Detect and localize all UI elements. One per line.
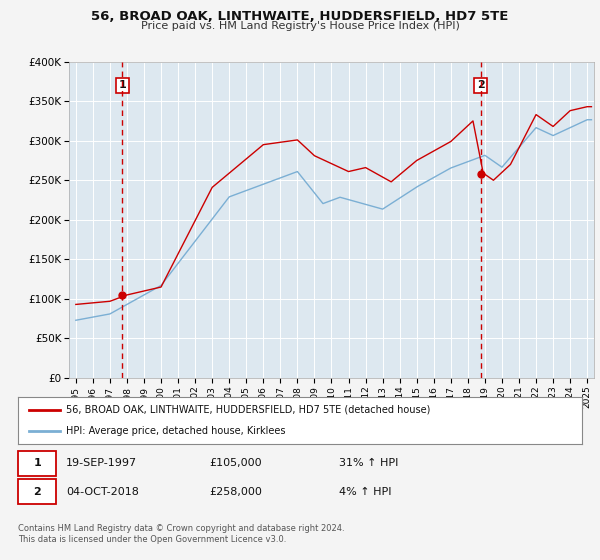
Text: HPI: Average price, detached house, Kirklees: HPI: Average price, detached house, Kirk… (66, 426, 286, 436)
FancyBboxPatch shape (18, 479, 56, 504)
FancyBboxPatch shape (18, 451, 56, 476)
Text: 2: 2 (477, 80, 485, 90)
Text: 4% ↑ HPI: 4% ↑ HPI (340, 487, 392, 497)
Text: 56, BROAD OAK, LINTHWAITE, HUDDERSFIELD, HD7 5TE: 56, BROAD OAK, LINTHWAITE, HUDDERSFIELD,… (91, 10, 509, 23)
Text: 56, BROAD OAK, LINTHWAITE, HUDDERSFIELD, HD7 5TE (detached house): 56, BROAD OAK, LINTHWAITE, HUDDERSFIELD,… (66, 404, 430, 414)
Text: 31% ↑ HPI: 31% ↑ HPI (340, 459, 399, 468)
Text: 2: 2 (34, 487, 41, 497)
Text: Contains HM Land Registry data © Crown copyright and database right 2024.
This d: Contains HM Land Registry data © Crown c… (18, 524, 344, 544)
Text: £258,000: £258,000 (210, 487, 263, 497)
Text: £105,000: £105,000 (210, 459, 262, 468)
Text: Price paid vs. HM Land Registry's House Price Index (HPI): Price paid vs. HM Land Registry's House … (140, 21, 460, 31)
Text: 04-OCT-2018: 04-OCT-2018 (66, 487, 139, 497)
Text: 19-SEP-1997: 19-SEP-1997 (66, 459, 137, 468)
Text: 1: 1 (34, 459, 41, 468)
Text: 1: 1 (118, 80, 126, 90)
